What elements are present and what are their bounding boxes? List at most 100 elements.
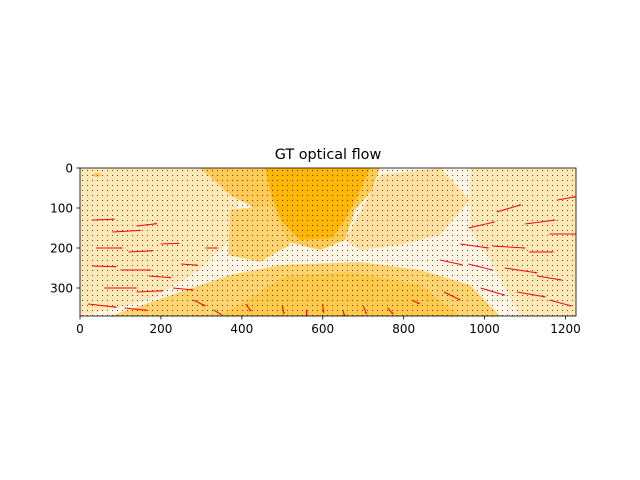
quiver-dot: [362, 280, 363, 281]
quiver-dot: [222, 195, 223, 196]
quiver-dot: [527, 280, 528, 281]
quiver-dot: [212, 295, 213, 296]
quiver-dot: [167, 300, 168, 301]
flow-vector-head: [148, 268, 151, 272]
quiver-dot: [327, 240, 328, 241]
quiver-dot: [182, 245, 183, 246]
quiver-dot: [352, 220, 353, 221]
quiver-dot: [462, 265, 463, 266]
quiver-dot: [482, 210, 483, 211]
quiver-dot: [192, 215, 193, 216]
quiver-dot: [437, 220, 438, 221]
quiver-dot: [262, 265, 263, 266]
quiver-dot: [512, 265, 513, 266]
quiver-dot: [387, 295, 388, 296]
quiver-dot: [507, 225, 508, 226]
quiver-dot: [102, 185, 103, 186]
quiver-dot: [217, 260, 218, 261]
quiver-dot: [547, 260, 548, 261]
quiver-dot: [557, 315, 558, 316]
quiver-dot: [447, 200, 448, 201]
quiver-dot: [117, 200, 118, 201]
quiver-dot: [522, 215, 523, 216]
quiver-dot: [152, 220, 153, 221]
quiver-dot: [537, 210, 538, 211]
quiver-dot: [402, 195, 403, 196]
quiver-dot: [567, 170, 568, 171]
quiver-dot: [327, 230, 328, 231]
quiver-dot: [372, 285, 373, 286]
quiver-dot: [227, 290, 228, 291]
quiver-dot: [557, 180, 558, 181]
quiver-dot: [367, 285, 368, 286]
quiver-dot: [232, 305, 233, 306]
quiver-dot: [567, 190, 568, 191]
quiver-dot: [452, 210, 453, 211]
quiver-dot: [477, 235, 478, 236]
flow-vector: [496, 204, 522, 213]
quiver-dot: [107, 235, 108, 236]
quiver-dot: [292, 215, 293, 216]
quiver-dot: [372, 280, 373, 281]
quiver-dot: [242, 260, 243, 261]
quiver-dot: [362, 260, 363, 261]
quiver-dot: [342, 295, 343, 296]
quiver-dot: [317, 225, 318, 226]
quiver-dot: [172, 260, 173, 261]
quiver-dot: [522, 260, 523, 261]
quiver-dot: [267, 190, 268, 191]
quiver-dot: [372, 170, 373, 171]
quiver-dot: [557, 225, 558, 226]
quiver-dot: [347, 200, 348, 201]
quiver-dot: [157, 305, 158, 306]
quiver-dot: [482, 190, 483, 191]
quiver-dot: [92, 190, 93, 191]
quiver-dot: [422, 265, 423, 266]
quiver-dot: [337, 205, 338, 206]
quiver-dot: [97, 225, 98, 226]
quiver-dot: [387, 185, 388, 186]
quiver-dot: [137, 215, 138, 216]
quiver-dot: [222, 225, 223, 226]
quiver-dot: [507, 270, 508, 271]
quiver-dot: [227, 225, 228, 226]
quiver-dot: [162, 250, 163, 251]
quiver-dot: [102, 200, 103, 201]
quiver-dot: [507, 190, 508, 191]
quiver-dot: [122, 195, 123, 196]
quiver-dot: [302, 235, 303, 236]
quiver-dot: [332, 285, 333, 286]
quiver-dot: [407, 260, 408, 261]
quiver-dot: [227, 185, 228, 186]
quiver-dot: [97, 250, 98, 251]
quiver-dot: [112, 195, 113, 196]
quiver-dot: [347, 300, 348, 301]
quiver-dot: [462, 175, 463, 176]
quiver-dot: [307, 230, 308, 231]
quiver-dot: [457, 170, 458, 171]
quiver-dot: [182, 265, 183, 266]
quiver-dot: [297, 280, 298, 281]
quiver-dot: [482, 170, 483, 171]
quiver-dot: [497, 185, 498, 186]
quiver-dot: [252, 285, 253, 286]
quiver-dot: [132, 170, 133, 171]
quiver-dot: [422, 275, 423, 276]
quiver-dot: [552, 185, 553, 186]
quiver-dot: [392, 290, 393, 291]
quiver-dot: [522, 235, 523, 236]
quiver-dot: [432, 235, 433, 236]
quiver-dot: [432, 190, 433, 191]
quiver-dot: [407, 170, 408, 171]
quiver-dot: [152, 255, 153, 256]
quiver-dot: [142, 275, 143, 276]
quiver-dot: [322, 310, 323, 311]
quiver-dot: [207, 180, 208, 181]
quiver-dot: [142, 220, 143, 221]
quiver-dot: [527, 225, 528, 226]
quiver-dot: [532, 255, 533, 256]
quiver-dot: [287, 230, 288, 231]
quiver-dot: [167, 280, 168, 281]
quiver-dot: [567, 235, 568, 236]
quiver-dot: [437, 195, 438, 196]
